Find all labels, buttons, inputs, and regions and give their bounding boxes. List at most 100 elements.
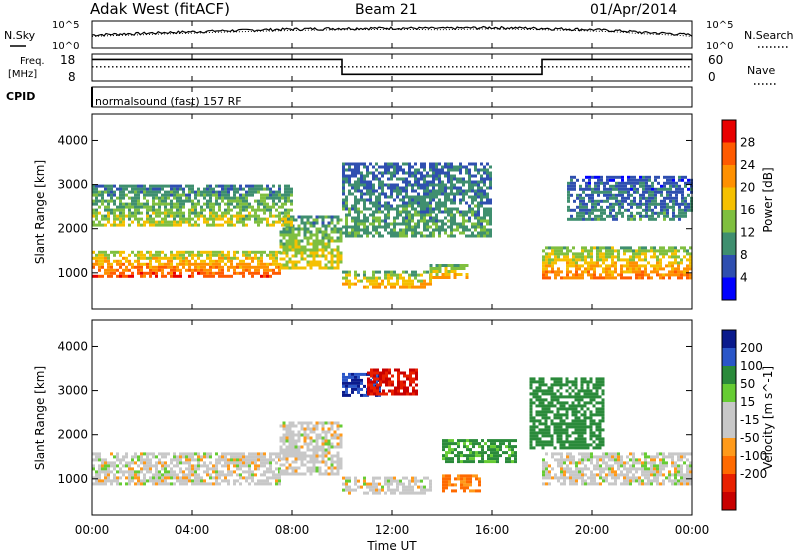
range-cell — [104, 461, 107, 465]
range-cell — [674, 452, 677, 456]
range-cell — [666, 208, 669, 212]
range-cell — [597, 202, 600, 206]
range-cell — [101, 223, 104, 227]
range-cell — [212, 211, 215, 215]
range-cell — [140, 184, 143, 188]
range-cell — [188, 259, 191, 263]
range-cell — [357, 180, 360, 184]
range-cell — [638, 264, 641, 268]
range-cell — [489, 219, 492, 223]
range-cell — [218, 205, 221, 209]
range-cell — [393, 476, 396, 480]
range-cell — [627, 214, 630, 218]
range-cell — [423, 168, 426, 172]
range-cell — [429, 225, 432, 229]
range-cell — [281, 193, 284, 197]
range-cell — [663, 181, 666, 185]
range-cell — [680, 470, 683, 474]
range-cell — [617, 467, 620, 471]
range-cell — [602, 458, 605, 462]
range-cell — [92, 211, 95, 215]
range-cell — [191, 271, 194, 275]
range-cell — [137, 193, 140, 197]
range-cell — [230, 223, 233, 227]
range-cell — [405, 207, 408, 211]
range-cell — [203, 187, 206, 191]
range-cell — [336, 466, 340, 470]
range-cell — [345, 213, 348, 217]
range-cell — [412, 392, 415, 396]
range-cell — [647, 476, 650, 480]
range-cell — [260, 217, 263, 221]
range-cell — [466, 445, 469, 449]
range-cell — [119, 184, 122, 188]
range-cell — [423, 485, 426, 489]
range-cell — [218, 470, 221, 474]
range-cell — [645, 208, 648, 212]
range-cell — [650, 249, 653, 253]
range-cell — [435, 213, 438, 217]
range-cell — [683, 246, 686, 250]
range-cell — [104, 223, 107, 227]
range-cell — [330, 469, 334, 473]
range-cell — [227, 220, 230, 224]
range-cell — [152, 208, 155, 212]
range-cell — [674, 255, 677, 259]
range-cell — [572, 479, 575, 483]
y-tick-label: 3000 — [57, 178, 88, 192]
range-cell — [584, 246, 587, 250]
range-cell — [92, 193, 95, 197]
range-cell — [251, 470, 254, 474]
range-cell — [653, 479, 656, 483]
range-cell — [599, 464, 602, 468]
range-cell — [415, 374, 418, 378]
range-cell — [674, 467, 677, 471]
range-cell — [687, 205, 690, 209]
range-cell — [651, 193, 654, 197]
range-cell — [206, 250, 209, 254]
range-cell — [596, 458, 599, 462]
range-cell — [474, 168, 477, 172]
range-cell — [116, 464, 119, 468]
range-cell — [545, 273, 548, 277]
range-cell — [447, 180, 450, 184]
range-cell — [306, 239, 310, 243]
range-cell — [639, 205, 642, 209]
range-cell — [278, 268, 281, 272]
range-cell — [432, 267, 436, 270]
range-cell — [188, 196, 191, 200]
range-cell — [423, 222, 426, 226]
range-cell — [638, 249, 641, 253]
range-cell — [285, 233, 289, 237]
range-cell — [224, 473, 227, 477]
range-cell — [387, 186, 390, 190]
range-cell — [420, 479, 423, 483]
range-cell — [146, 193, 149, 197]
range-cell — [122, 256, 125, 260]
range-cell — [218, 190, 221, 194]
range-cell — [158, 256, 161, 260]
range-cell — [402, 204, 405, 208]
range-cell — [563, 482, 566, 486]
range-cell — [354, 282, 357, 286]
range-cell — [672, 199, 675, 203]
range-cell — [563, 461, 566, 465]
range-cell — [254, 464, 257, 468]
range-cell — [633, 190, 636, 194]
range-cell — [161, 220, 164, 224]
range-cell — [411, 285, 414, 289]
range-cell — [357, 279, 360, 283]
range-cell — [122, 473, 125, 477]
range-cell — [155, 196, 158, 200]
range-cell — [348, 177, 351, 181]
range-cell — [432, 234, 435, 238]
range-cell — [188, 208, 191, 212]
range-cell — [393, 488, 396, 492]
range-cell — [411, 279, 414, 283]
range-cell — [354, 375, 357, 379]
range-cell — [448, 474, 451, 478]
range-cell — [312, 260, 316, 264]
range-cell — [221, 455, 224, 459]
range-cell — [459, 162, 462, 166]
range-cell — [538, 395, 542, 399]
